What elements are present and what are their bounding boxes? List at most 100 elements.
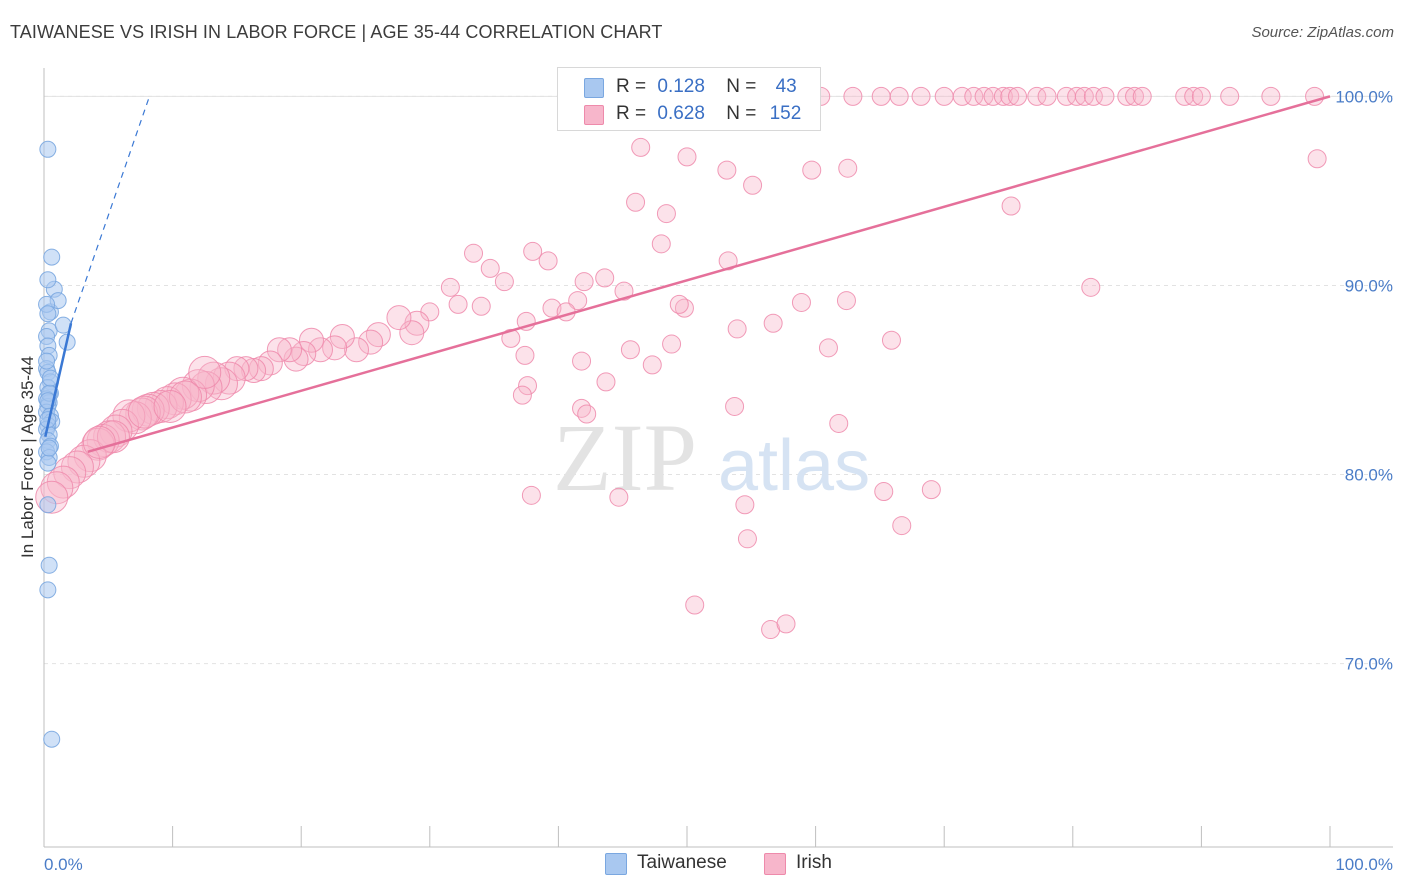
- irish-point: [188, 355, 222, 389]
- irish-point: [881, 330, 901, 350]
- irish-point: [725, 396, 745, 416]
- irish-point: [153, 389, 187, 423]
- irish-point: [1184, 86, 1204, 106]
- taiwanese-point: [39, 581, 57, 599]
- taiwanese-point: [40, 439, 58, 457]
- legend-swatch-irish: [584, 105, 604, 125]
- legend-n-value-taiwanese: 43: [775, 76, 797, 97]
- legend-r-label: R =: [616, 103, 647, 124]
- irish-point: [843, 86, 863, 106]
- legend-r-label: R =: [616, 76, 647, 97]
- irish-point: [448, 294, 468, 314]
- irish-point: [233, 356, 259, 382]
- irish-point: [983, 86, 1003, 106]
- irish-point: [1001, 196, 1021, 216]
- irish-series: [35, 86, 1327, 640]
- irish-point: [127, 395, 161, 429]
- irish-point: [685, 595, 705, 615]
- irish-point: [307, 337, 333, 363]
- irish-point: [656, 204, 676, 224]
- irish-point: [1067, 86, 1087, 106]
- irish-point: [717, 160, 737, 180]
- irish-point: [1125, 86, 1145, 106]
- irish-point: [727, 319, 747, 339]
- axes: [43, 68, 1393, 848]
- taiwanese-point: [39, 271, 57, 289]
- irish-point: [277, 337, 303, 363]
- irish-point: [818, 338, 838, 358]
- irish-point: [677, 147, 697, 167]
- irish-point: [542, 298, 562, 318]
- irish-point: [1132, 86, 1152, 106]
- irish-point: [1037, 86, 1057, 106]
- y-tick-label: 90.0%: [1345, 276, 1393, 295]
- irish-point: [1083, 86, 1103, 106]
- irish-point: [1095, 86, 1115, 106]
- taiwanese-point: [43, 730, 61, 748]
- irish-point: [266, 337, 292, 363]
- irish-point: [791, 292, 811, 312]
- irish-point: [521, 485, 541, 505]
- bottom-legend-label-taiwanese: Taiwanese: [637, 852, 727, 873]
- taiwanese-point: [39, 454, 57, 472]
- irish-point: [1081, 277, 1101, 297]
- irish-point: [626, 192, 646, 212]
- legend-n-label: N =: [726, 103, 757, 124]
- irish-point: [674, 298, 694, 318]
- irish-point: [829, 413, 849, 433]
- irish-point: [874, 482, 894, 502]
- y-tick-label: 70.0%: [1345, 655, 1393, 674]
- irish-point: [669, 294, 689, 314]
- taiwanese-point: [39, 305, 57, 323]
- irish-point: [480, 258, 500, 278]
- irish-point: [1117, 86, 1137, 106]
- irish-point: [1000, 86, 1020, 106]
- irish-point: [574, 272, 594, 292]
- irish-point: [53, 456, 87, 490]
- legend-n-value-irish: 152: [769, 103, 802, 124]
- irish-point: [471, 296, 491, 316]
- irish-point: [440, 277, 460, 297]
- irish-point: [168, 380, 202, 414]
- irish-point: [737, 529, 757, 549]
- irish-point: [871, 86, 891, 106]
- irish-point: [614, 281, 634, 301]
- watermark-atlas: atlas: [718, 426, 870, 506]
- taiwanese-trend-extension: [70, 96, 151, 324]
- irish-point: [1261, 86, 1281, 106]
- irish-point: [892, 516, 912, 536]
- chart-title: TAIWANESE VS IRISH IN LABOR FORCE | AGE …: [10, 22, 663, 42]
- irish-point: [515, 345, 535, 365]
- irish-point: [911, 86, 931, 106]
- legend-r-value-taiwanese: 0.128: [657, 76, 705, 97]
- irish-point: [399, 320, 425, 346]
- irish-point: [1008, 86, 1028, 106]
- x-tick-label-min: 0.0%: [44, 855, 83, 874]
- irish-point: [523, 241, 543, 261]
- irish-point: [572, 351, 592, 371]
- legend-r-value-irish: 0.628: [657, 103, 705, 124]
- irish-point: [568, 291, 588, 311]
- irish-point: [952, 86, 972, 106]
- irish-point: [82, 425, 116, 459]
- irish-point: [386, 305, 412, 331]
- irish-point: [512, 385, 532, 405]
- irish-point: [596, 372, 616, 392]
- irish-point: [763, 313, 783, 333]
- irish-point: [518, 376, 538, 396]
- irish-point: [595, 268, 615, 288]
- irish-point: [836, 291, 856, 311]
- irish-point: [358, 329, 384, 355]
- taiwanese-point: [40, 556, 58, 574]
- bottom-legend-swatch-irish: [764, 853, 786, 875]
- irish-point: [1307, 149, 1327, 169]
- irish-point: [743, 175, 763, 195]
- irish-point: [298, 327, 324, 353]
- irish-point: [631, 137, 651, 157]
- irish-point: [921, 480, 941, 500]
- legend-n-label: N =: [726, 76, 757, 97]
- x-tick-label-max: 100.0%: [1335, 855, 1393, 874]
- irish-point: [934, 86, 954, 106]
- watermark-zip: ZIP: [553, 404, 697, 511]
